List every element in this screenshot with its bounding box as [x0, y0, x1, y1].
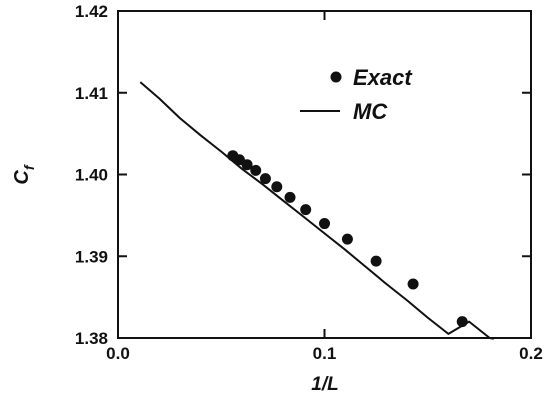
x-tick-label: 0.1 — [313, 344, 337, 363]
y-ticks: 1.38 1.39 1.40 1.41 1.42 — [75, 2, 531, 348]
data-point-exact — [341, 233, 353, 245]
data-point-exact — [271, 181, 283, 193]
y-axis-label: Cf — [11, 164, 37, 184]
y-tick-label: 1.42 — [75, 2, 108, 21]
data-point-exact — [456, 316, 468, 328]
data-point-exact — [250, 164, 262, 176]
x-axis-label: 1/L — [311, 374, 338, 395]
svg-text:Cf: Cf — [11, 164, 37, 184]
data-point-exact — [284, 191, 296, 203]
data-point-exact — [319, 218, 330, 230]
data-point-exact — [259, 173, 271, 185]
y-tick-label: 1.41 — [75, 84, 108, 103]
legend: Exact MC — [300, 65, 413, 124]
data-point-exact — [370, 255, 382, 267]
data-point-exact — [241, 159, 253, 171]
y-tick-label: 1.38 — [75, 329, 108, 348]
data-point-exact — [407, 278, 419, 290]
y-axis-label-sub: f — [21, 164, 37, 170]
y-axis-label-main: C — [11, 170, 33, 185]
legend-exact-label: Exact — [353, 65, 413, 90]
x-tick-label: 0.0 — [106, 344, 130, 363]
legend-exact-marker — [330, 71, 342, 83]
series-line-mc — [139, 81, 494, 340]
series-layer — [139, 81, 494, 340]
x-ticks: 0.0 0.1 0.2 — [106, 11, 543, 363]
legend-mc-label: MC — [353, 99, 388, 124]
data-point-exact — [300, 204, 312, 216]
y-tick-label: 1.39 — [75, 247, 108, 266]
x-tick-label: 0.2 — [519, 344, 543, 363]
y-tick-label: 1.40 — [75, 166, 108, 185]
plot-frame — [117, 10, 532, 339]
